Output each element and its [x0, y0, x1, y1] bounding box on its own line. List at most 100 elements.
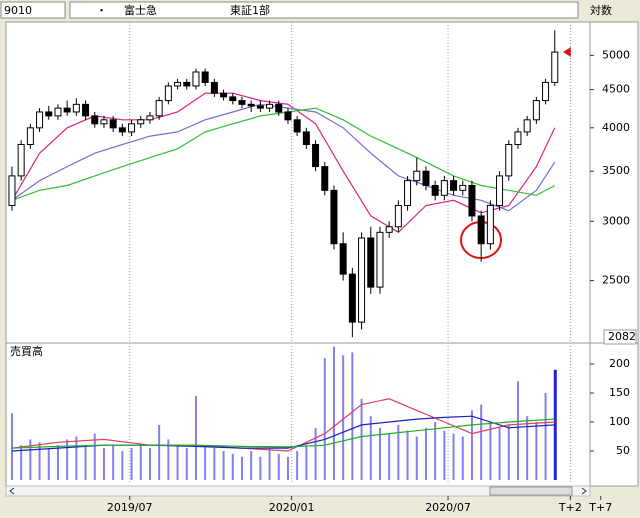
scroll-right[interactable]	[581, 487, 587, 495]
volume-bar	[102, 448, 105, 480]
candle-body	[220, 92, 228, 98]
stock-name: 富士急	[124, 3, 157, 17]
y-tick-label: 2500	[602, 274, 630, 287]
candle-body	[542, 81, 550, 102]
y-tick-label: 3000	[602, 214, 630, 227]
volume-bar	[93, 433, 96, 480]
candle-body	[82, 103, 90, 117]
candle-body	[229, 96, 237, 102]
volume-bar	[406, 430, 409, 480]
volume-bar	[10, 413, 13, 480]
candle-body	[450, 180, 458, 191]
candle-body	[164, 85, 172, 102]
volume-bar	[231, 453, 234, 480]
header: 9010 ・ 富士急 東証1部 対数	[0, 0, 640, 20]
candle-body	[477, 215, 485, 245]
candle-body	[26, 127, 34, 145]
volume-bar	[84, 445, 87, 480]
candle-body	[422, 170, 430, 186]
min-label: 2082	[608, 330, 636, 343]
volume-bar	[342, 355, 345, 480]
candle-body	[532, 100, 540, 121]
volume-bar	[323, 358, 326, 480]
y-tick-label: 100	[609, 415, 630, 428]
candle-body	[551, 51, 559, 83]
volume-bar	[176, 445, 179, 480]
scroll-thumb[interactable]	[489, 486, 573, 496]
scroll-left[interactable]	[9, 487, 15, 495]
candle-body	[210, 81, 218, 94]
volume-bar	[305, 445, 308, 480]
volume-bar	[56, 445, 59, 480]
candle-body	[174, 81, 182, 87]
y-tick-label: 50	[616, 444, 630, 457]
volume-bar	[378, 427, 381, 480]
candle-body	[321, 166, 329, 191]
volume-bar	[434, 421, 437, 480]
y-tick-label: 3500	[602, 164, 630, 177]
volume-bar	[535, 421, 538, 480]
candle-body	[118, 127, 126, 133]
price-arrow	[563, 47, 571, 57]
volume-bar	[286, 456, 289, 480]
candle-body	[468, 184, 476, 217]
volume-bar	[544, 392, 547, 480]
candle-body	[413, 170, 421, 182]
volume-bar	[489, 421, 492, 480]
volume-bar	[268, 448, 271, 480]
volume-bar	[112, 445, 115, 480]
volume-bar	[213, 448, 216, 480]
volume-bar	[185, 448, 188, 480]
candle-body	[183, 81, 191, 87]
code-box[interactable]	[0, 1, 66, 19]
candle-body	[339, 243, 347, 275]
volume-bar	[66, 439, 69, 480]
candle-body	[514, 131, 522, 145]
volume-bar	[121, 450, 124, 480]
volume-bar	[388, 433, 391, 480]
candle-body	[91, 115, 99, 125]
candle-body	[36, 111, 44, 129]
volume-bar	[332, 346, 335, 480]
volume-bar	[526, 416, 529, 480]
volume-bar	[167, 439, 170, 480]
candle-body	[155, 100, 163, 117]
candle-body	[109, 119, 117, 129]
y-tick-label: 200	[609, 357, 630, 370]
code: 9010	[4, 4, 32, 17]
candle-body	[348, 273, 356, 323]
volume-bar	[424, 427, 427, 480]
volume-bar	[369, 416, 372, 480]
candle-body	[385, 226, 393, 233]
candle-body	[440, 180, 448, 196]
volume-bar	[158, 424, 161, 480]
candle-body	[312, 143, 320, 168]
candle-body	[72, 103, 80, 113]
min-box	[603, 329, 637, 345]
candle-body	[505, 143, 513, 177]
candle-body	[394, 204, 402, 228]
volume-bar	[470, 410, 473, 480]
volume-bar	[240, 456, 243, 480]
candle-body	[302, 131, 310, 145]
volume-bar	[415, 436, 418, 480]
title-box	[69, 1, 579, 19]
scroll-track[interactable]	[5, 485, 591, 497]
candle-body	[358, 237, 366, 323]
candle-body	[266, 103, 274, 109]
volume-bar	[222, 450, 225, 480]
volume-bar	[351, 352, 354, 480]
volume-bar	[38, 442, 41, 480]
volume-bar	[360, 398, 363, 480]
scrollbar[interactable]	[5, 485, 591, 497]
volume-bar	[139, 445, 142, 480]
volume-bar	[29, 439, 32, 480]
scale-mode[interactable]: 対数	[590, 3, 612, 17]
volume-bar	[443, 430, 446, 480]
x-tick-label: 2019/07	[107, 501, 153, 514]
volume-bar	[397, 424, 400, 480]
dot: ・	[96, 4, 107, 17]
x-tick-label: T+2	[558, 501, 582, 514]
candle-body	[330, 189, 338, 245]
